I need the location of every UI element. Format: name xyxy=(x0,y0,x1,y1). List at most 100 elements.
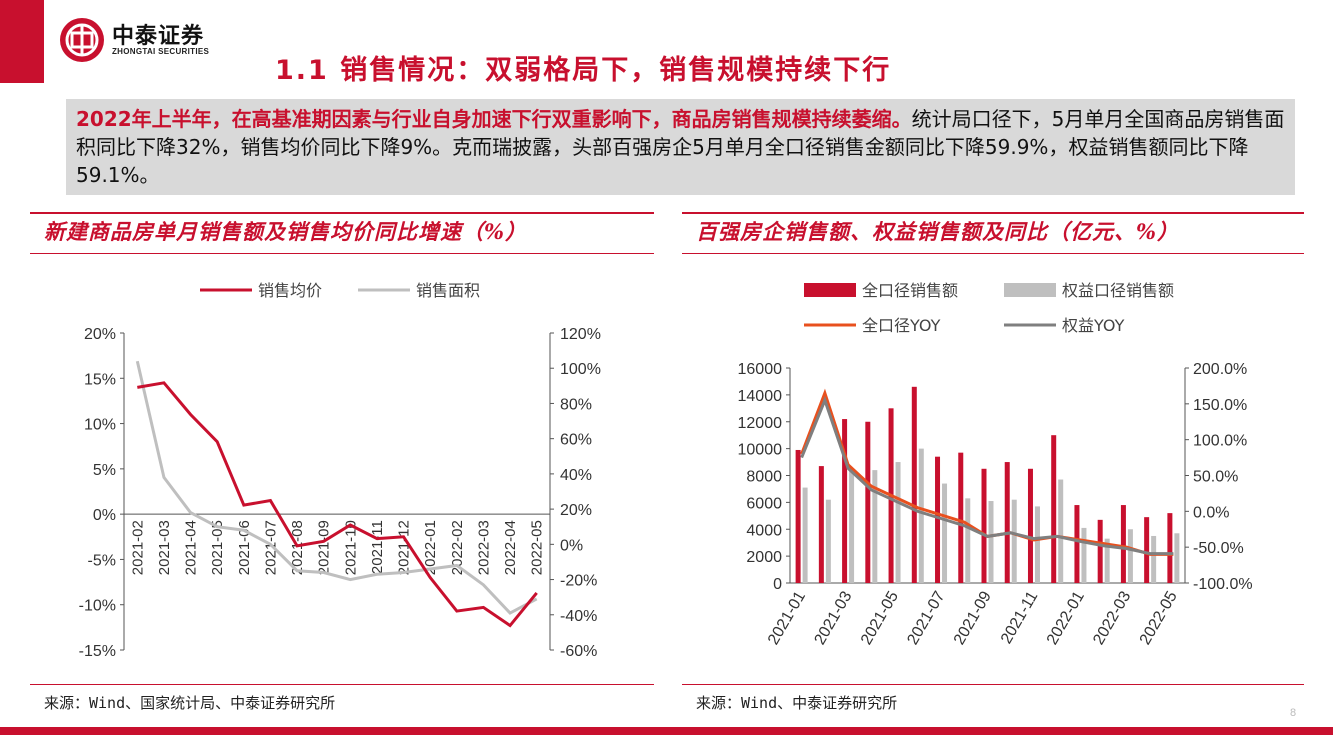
y-left-tick-label: -5% xyxy=(88,552,116,569)
x-tick-label: 2022-03 xyxy=(1090,588,1134,647)
y-left-tick-label: 6000 xyxy=(746,495,782,512)
summary-text: 统计局口径下，5月单月全国商品房销售面积同比下降32%，销售均价同比下降9%。克… xyxy=(76,107,1285,187)
y-left-tick-label: 12000 xyxy=(738,415,783,432)
y-left-tick-label: 14000 xyxy=(738,388,783,405)
logo-text-cn: 中泰证券 xyxy=(112,24,205,49)
bar-equity-sales xyxy=(1011,499,1017,583)
y-right-tick-label: 0% xyxy=(560,537,583,554)
y-left-tick-label: -15% xyxy=(79,643,116,660)
logo-mark-icon xyxy=(60,18,104,62)
y-right-tick-label: 40% xyxy=(560,467,592,484)
legend-label-equity-sales: 权益口径销售额 xyxy=(1062,281,1174,300)
x-tick-label: 2021-11 xyxy=(998,588,1042,646)
right-chart-title: 百强房企销售额、权益销售额及同比（亿元、%） xyxy=(696,219,1179,244)
series-line-equity-yoy xyxy=(800,395,1174,556)
bar-total-sales xyxy=(1120,505,1126,583)
series-line-total-yoy xyxy=(800,388,1174,556)
y-right-tick-label: 20% xyxy=(560,502,592,519)
legend-swatch-total-sales xyxy=(804,283,856,297)
y-right-tick-label: 80% xyxy=(560,396,592,413)
x-tick-label: 2022-03 xyxy=(475,520,492,575)
bar-equity-sales xyxy=(942,483,948,583)
right-source-note: 来源：Wind、中泰证券研究所 xyxy=(696,694,898,712)
summary-box: 2022年上半年，在高基准期因素与行业自身加速下行双重影响下，商品房销售规模持续… xyxy=(66,99,1295,195)
x-tick-label: 2021-11 xyxy=(369,520,386,574)
x-tick-label: 2021-08 xyxy=(289,520,306,575)
x-tick-label: 2021-03 xyxy=(156,520,173,575)
legend-label-total-yoy: 全口径YOY xyxy=(862,316,941,335)
bar-equity-sales xyxy=(918,448,924,583)
bar-equity-sales xyxy=(1081,527,1087,583)
bar-total-sales xyxy=(1097,519,1103,583)
x-tick-label: 2022-01 xyxy=(1044,588,1088,647)
x-tick-label: 2021-09 xyxy=(951,588,995,647)
bar-equity-sales xyxy=(1034,506,1040,583)
y-left-tick-label: 0% xyxy=(93,507,116,524)
page-title: 1.1 销售情况：双弱格局下，销售规模持续下行 xyxy=(275,55,892,86)
y-right-tick-label: -60% xyxy=(560,643,597,660)
y-right-tick-label: 50.0% xyxy=(1193,469,1238,486)
bar-equity-sales xyxy=(965,498,971,583)
page-number: 8 xyxy=(1290,707,1297,719)
bar-total-sales xyxy=(1051,435,1057,583)
bar-equity-sales xyxy=(849,468,855,583)
x-tick-label: 2021-10 xyxy=(342,520,359,575)
x-tick-label: 2021-07 xyxy=(904,588,948,647)
y-right-tick-label: 150.0% xyxy=(1193,397,1247,414)
bar-equity-sales xyxy=(1104,538,1110,583)
left-source-note: 来源：Wind、国家统计局、中泰证券研究所 xyxy=(44,694,336,712)
y-left-tick-label: -10% xyxy=(79,598,116,615)
bar-equity-sales xyxy=(1127,529,1133,583)
summary-highlight: 2022年上半年，在高基准期因素与行业自身加速下行双重影响下，商品房销售规模持续… xyxy=(76,107,912,131)
bar-total-sales xyxy=(1144,517,1150,583)
y-right-tick-label: 100% xyxy=(560,361,601,378)
y-left-tick-label: 8000 xyxy=(746,469,782,486)
x-tick-label: 2021-09 xyxy=(316,520,333,575)
y-right-tick-label: -40% xyxy=(560,608,597,625)
right-title-top-rule xyxy=(682,212,1304,214)
company-logo: 中泰证券 ZHONGTAI SECURITIES xyxy=(60,14,235,64)
y-right-tick-label: 60% xyxy=(560,432,592,449)
left-chart: 20% 15% 10% 5% 0% -5% -10% -15% 120% 100% 80% 60% 40… xyxy=(79,281,601,660)
legend-label-sales-area: 销售面积 xyxy=(416,281,480,300)
bar-total-sales xyxy=(795,449,801,583)
bar-total-sales xyxy=(958,452,964,583)
x-tick-label: 2021-01 xyxy=(765,588,809,647)
left-title-top-rule xyxy=(30,212,654,214)
y-right-tick-label: 100.0% xyxy=(1193,433,1247,450)
y-left-tick-label: 4000 xyxy=(746,522,782,539)
x-tick-label: 2022-05 xyxy=(529,520,546,575)
y-right-tick-label: 120% xyxy=(560,326,601,343)
right-source-rule xyxy=(682,684,1304,685)
legend-swatch-equity-sales xyxy=(1004,283,1056,297)
series-line-sales-area xyxy=(135,360,538,615)
y-left-tick-label: 5% xyxy=(93,462,116,479)
x-tick-label: 2022-04 xyxy=(502,520,519,575)
bar-equity-sales xyxy=(895,462,901,583)
y-left-tick-label: 10% xyxy=(84,417,116,434)
legend-label-equity-yoy: 权益YOY xyxy=(1062,316,1125,335)
x-tick-label: 2021-12 xyxy=(396,520,413,575)
bar-equity-sales xyxy=(1174,533,1180,583)
x-tick-label: 2021-02 xyxy=(129,520,146,575)
bar-total-sales xyxy=(842,419,848,583)
bar-equity-sales xyxy=(825,499,831,583)
bar-equity-sales xyxy=(802,487,808,583)
bar-equity-sales xyxy=(988,501,994,583)
bar-equity-sales xyxy=(1058,479,1064,583)
x-tick-label: 2022-02 xyxy=(449,520,466,575)
legend-label-avg-price: 销售均价 xyxy=(258,281,322,300)
x-tick-label: 2021-03 xyxy=(811,588,855,647)
header-accent-bar xyxy=(0,0,44,83)
x-tick-label: 2021-07 xyxy=(262,520,279,575)
y-left-tick-label: 10000 xyxy=(738,442,783,459)
footer-accent-bar xyxy=(0,727,1333,735)
y-left-tick-label: 20% xyxy=(84,326,116,343)
bar-total-sales xyxy=(1004,462,1010,583)
bar-equity-sales xyxy=(872,470,878,583)
legend-label-total-sales: 全口径销售额 xyxy=(862,281,958,300)
x-tick-label: 2022-05 xyxy=(1137,588,1181,647)
x-tick-label: 2022-01 xyxy=(422,520,439,575)
bar-equity-sales xyxy=(1151,535,1157,583)
y-right-tick-label: -20% xyxy=(560,573,597,590)
